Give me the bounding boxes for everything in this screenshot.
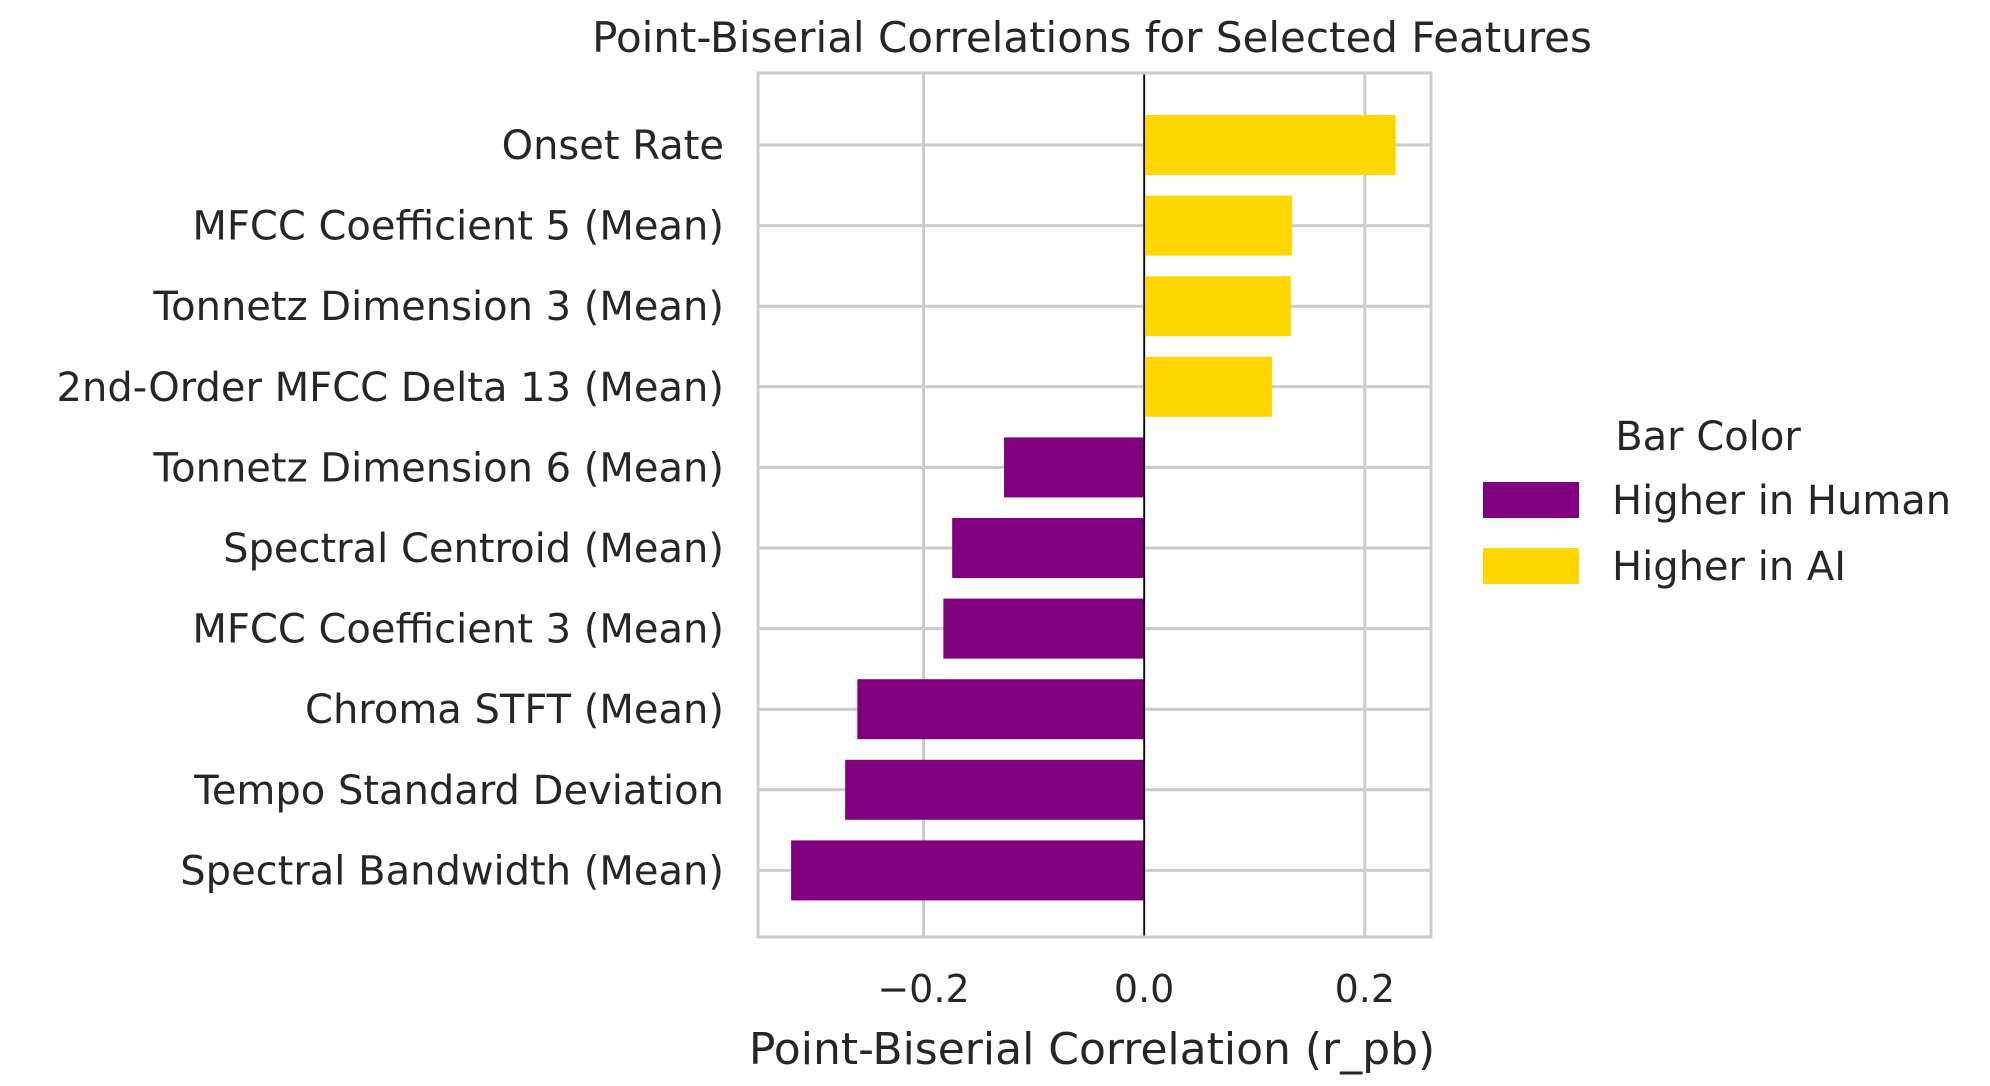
bar-spectral-centroid-mean (952, 518, 1145, 578)
legend-entries: Higher in Human Higher in AI (1483, 478, 1951, 590)
bar-tempo-standard-deviation (845, 759, 1145, 820)
y-tick-label: MFCC Coefficient 3 (Mean) (192, 607, 724, 653)
bar-spectral-bandwidth-mean (791, 840, 1145, 901)
x-tick-labels: −0.2 0.0 0.2 (877, 967, 1395, 1011)
y-tick-label: Tonnetz Dimension 3 (Mean) (152, 284, 724, 330)
bar-onset-rate (1144, 115, 1396, 175)
legend: Bar Color Higher in Human Higher in AI (1483, 414, 1951, 590)
x-axis-label: Point-Biserial Correlation (r_pb) (749, 1024, 1435, 1075)
y-tick-label: Onset Rate (502, 123, 724, 169)
chart-title: Point-Biserial Correlations for Selected… (592, 13, 1592, 62)
bar-mfcc-coefficient-3-mean (943, 598, 1145, 659)
y-tick-labels: Onset Rate MFCC Coefficient 5 (Mean) Tonne… (57, 123, 724, 894)
legend-title: Bar Color (1615, 414, 1801, 460)
bar-mfcc-coefficient-5-mean (1144, 195, 1292, 256)
bar-2nd-order-mfcc-delta-13-mean (1144, 356, 1273, 417)
y-tick-label: Tempo Standard Deviation (193, 768, 724, 814)
y-tick-label: 2nd-Order MFCC Delta 13 (Mean) (57, 365, 724, 411)
plot-frame (756, 71, 1433, 939)
y-tick-label: Spectral Bandwidth (Mean) (180, 848, 724, 894)
legend-swatch (1483, 548, 1579, 584)
y-tick-label: Tonnetz Dimension 6 (Mean) (152, 445, 724, 491)
bar-tonnetz-dimension-6-mean (1004, 437, 1145, 498)
legend-swatch (1483, 482, 1579, 518)
x-tick-label: 0.2 (1335, 967, 1395, 1011)
x-tick-label: 0.0 (1114, 967, 1174, 1011)
y-tick-label: Chroma STFT (Mean) (305, 687, 724, 733)
legend-entry-label: Higher in AI (1612, 544, 1846, 590)
bars (791, 115, 1396, 901)
bar-chroma-stft-mean (857, 679, 1145, 740)
bar-tonnetz-dimension-3-mean (1144, 276, 1291, 337)
y-tick-label: Spectral Centroid (Mean) (223, 526, 724, 572)
legend-entry-label: Higher in Human (1612, 478, 1951, 524)
x-tick-label: −0.2 (877, 967, 969, 1011)
y-tick-label: MFCC Coefficient 5 (Mean) (192, 204, 724, 250)
